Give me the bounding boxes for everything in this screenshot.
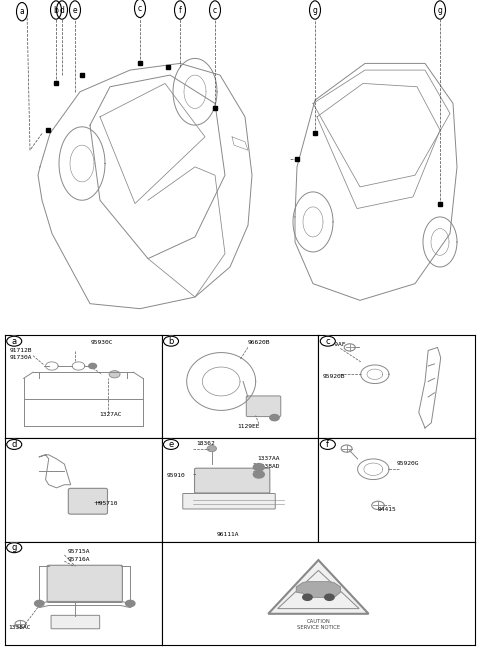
Text: 96620B: 96620B — [248, 340, 270, 345]
Circle shape — [7, 439, 22, 450]
Circle shape — [175, 1, 185, 19]
FancyBboxPatch shape — [183, 494, 275, 509]
Circle shape — [344, 344, 355, 351]
Text: c: c — [138, 4, 142, 13]
Circle shape — [207, 445, 216, 452]
Text: 18362: 18362 — [196, 441, 215, 446]
Text: e: e — [72, 6, 77, 14]
Text: 95920G: 95920G — [397, 461, 420, 466]
Text: H95710: H95710 — [96, 502, 118, 506]
Circle shape — [209, 1, 220, 19]
Text: 96111A: 96111A — [216, 533, 239, 537]
Text: g: g — [312, 6, 317, 14]
Text: 1337AA: 1337AA — [257, 456, 280, 461]
FancyBboxPatch shape — [246, 396, 281, 417]
Circle shape — [303, 594, 312, 600]
Text: f: f — [326, 440, 329, 449]
Circle shape — [372, 502, 384, 509]
FancyBboxPatch shape — [194, 469, 270, 493]
Text: b: b — [168, 337, 174, 346]
Circle shape — [341, 445, 352, 452]
Circle shape — [126, 600, 135, 607]
Text: 95920B: 95920B — [323, 375, 346, 379]
Text: 1327AC: 1327AC — [99, 411, 121, 417]
Circle shape — [50, 1, 61, 19]
Circle shape — [320, 439, 336, 450]
Text: d: d — [12, 440, 17, 449]
Circle shape — [57, 1, 68, 19]
Text: 95715A: 95715A — [68, 549, 90, 554]
Circle shape — [324, 594, 334, 600]
Circle shape — [134, 0, 145, 17]
Circle shape — [7, 543, 22, 553]
Text: g: g — [12, 543, 17, 552]
Text: 91730A: 91730A — [10, 354, 32, 360]
Circle shape — [253, 463, 264, 471]
Circle shape — [434, 1, 445, 19]
Text: e: e — [168, 440, 174, 449]
Text: 91712B: 91712B — [10, 347, 32, 353]
FancyBboxPatch shape — [51, 616, 100, 629]
Circle shape — [109, 371, 120, 378]
Circle shape — [164, 439, 179, 450]
Circle shape — [70, 1, 81, 19]
Circle shape — [320, 336, 336, 346]
Text: b: b — [54, 6, 59, 14]
Text: 95716A: 95716A — [68, 557, 90, 562]
Text: CAUTION
SERVICE NOTICE: CAUTION SERVICE NOTICE — [297, 619, 340, 629]
FancyBboxPatch shape — [47, 565, 122, 603]
Text: 1129EE: 1129EE — [237, 424, 259, 429]
Text: d: d — [60, 6, 64, 14]
Text: 1338AD: 1338AD — [257, 464, 280, 469]
Circle shape — [35, 600, 44, 607]
Text: 94415: 94415 — [378, 507, 397, 511]
Text: f: f — [179, 6, 181, 14]
Circle shape — [270, 415, 279, 421]
Circle shape — [89, 364, 96, 369]
Text: c: c — [213, 6, 217, 14]
Polygon shape — [297, 582, 340, 597]
Text: 1338AC: 1338AC — [8, 625, 30, 631]
Circle shape — [253, 471, 264, 478]
Polygon shape — [268, 560, 369, 614]
FancyBboxPatch shape — [68, 489, 108, 514]
Circle shape — [7, 336, 22, 346]
Circle shape — [164, 336, 179, 346]
Circle shape — [16, 3, 27, 21]
Text: 95910: 95910 — [166, 474, 185, 478]
Text: 95930C: 95930C — [91, 340, 114, 345]
Text: a: a — [20, 7, 24, 16]
Text: c: c — [325, 337, 330, 346]
Circle shape — [310, 1, 321, 19]
Text: a: a — [12, 337, 17, 346]
Circle shape — [15, 621, 26, 628]
Text: 1129AF: 1129AF — [323, 342, 346, 347]
Text: g: g — [438, 6, 443, 14]
